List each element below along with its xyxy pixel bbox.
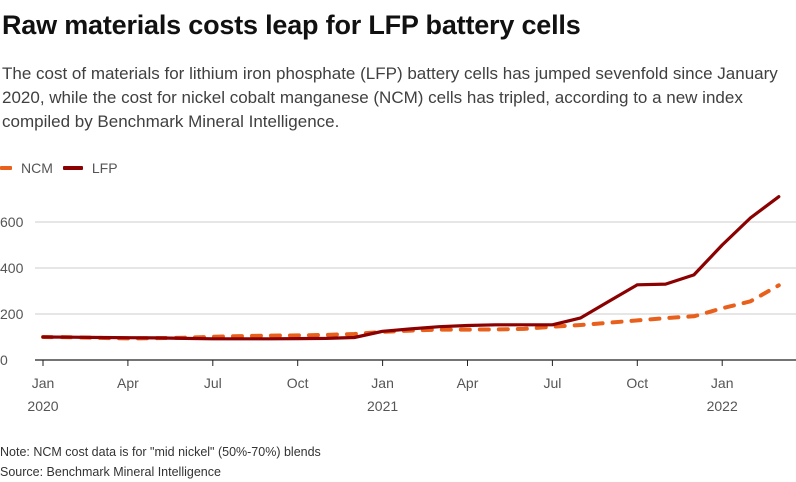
- y-tick-label: 400: [0, 260, 24, 276]
- footnote: Note: NCM cost data is for "mid nickel" …: [0, 442, 321, 482]
- legend-label-ncm: NCM: [21, 160, 53, 176]
- x-tick-year-label: 2021: [367, 398, 398, 414]
- x-tick-label: Jan: [371, 375, 394, 391]
- legend-label-lfp: LFP: [91, 160, 118, 176]
- y-tick-label: 600: [0, 214, 24, 230]
- x-tick-label: Jul: [543, 375, 561, 391]
- x-tick-label: Jan: [711, 375, 734, 391]
- legend-item-lfp: LFP: [62, 160, 118, 176]
- y-tick-label: 200: [0, 306, 24, 322]
- gridlines: [35, 221, 796, 315]
- source-text: Source: Benchmark Mineral Intelligence: [0, 465, 221, 479]
- legend: NCM LFP: [0, 160, 128, 176]
- series-lines: [41, 195, 781, 341]
- x-axis: Jan 2020 Apr Jul Oct Jan 2021 Apr Jul Oct Jan 2022: [27, 359, 796, 414]
- y-axis: 0 200 400 600: [0, 214, 24, 368]
- y-tick-label: 0: [0, 352, 8, 368]
- chart-subtitle: The cost of materials for lithium iron p…: [2, 64, 778, 131]
- series-line-lfp: [41, 195, 781, 341]
- x-tick-year-label: 2020: [27, 398, 58, 414]
- chart-title: Raw materials costs leap for LFP battery…: [2, 10, 581, 40]
- line-chart: 0 200 400 600 Jan 2020 Apr Jul Oct Jan 2021 Apr Jul…: [0, 195, 796, 414]
- x-tick-label: Apr: [457, 375, 479, 391]
- x-tick-label: Apr: [117, 375, 139, 391]
- x-tick-label: Oct: [626, 375, 648, 391]
- x-tick-year-label: 2022: [707, 398, 738, 414]
- x-tick-label: Oct: [287, 375, 309, 391]
- x-tick-label: Jul: [204, 375, 222, 391]
- legend-swatch-ncm: [0, 166, 12, 170]
- x-tick-label: Jan: [32, 375, 55, 391]
- legend-swatch-lfp: [62, 166, 83, 170]
- note-text: Note: NCM cost data is for "mid nickel" …: [0, 445, 321, 459]
- legend-item-ncm: NCM: [0, 160, 53, 176]
